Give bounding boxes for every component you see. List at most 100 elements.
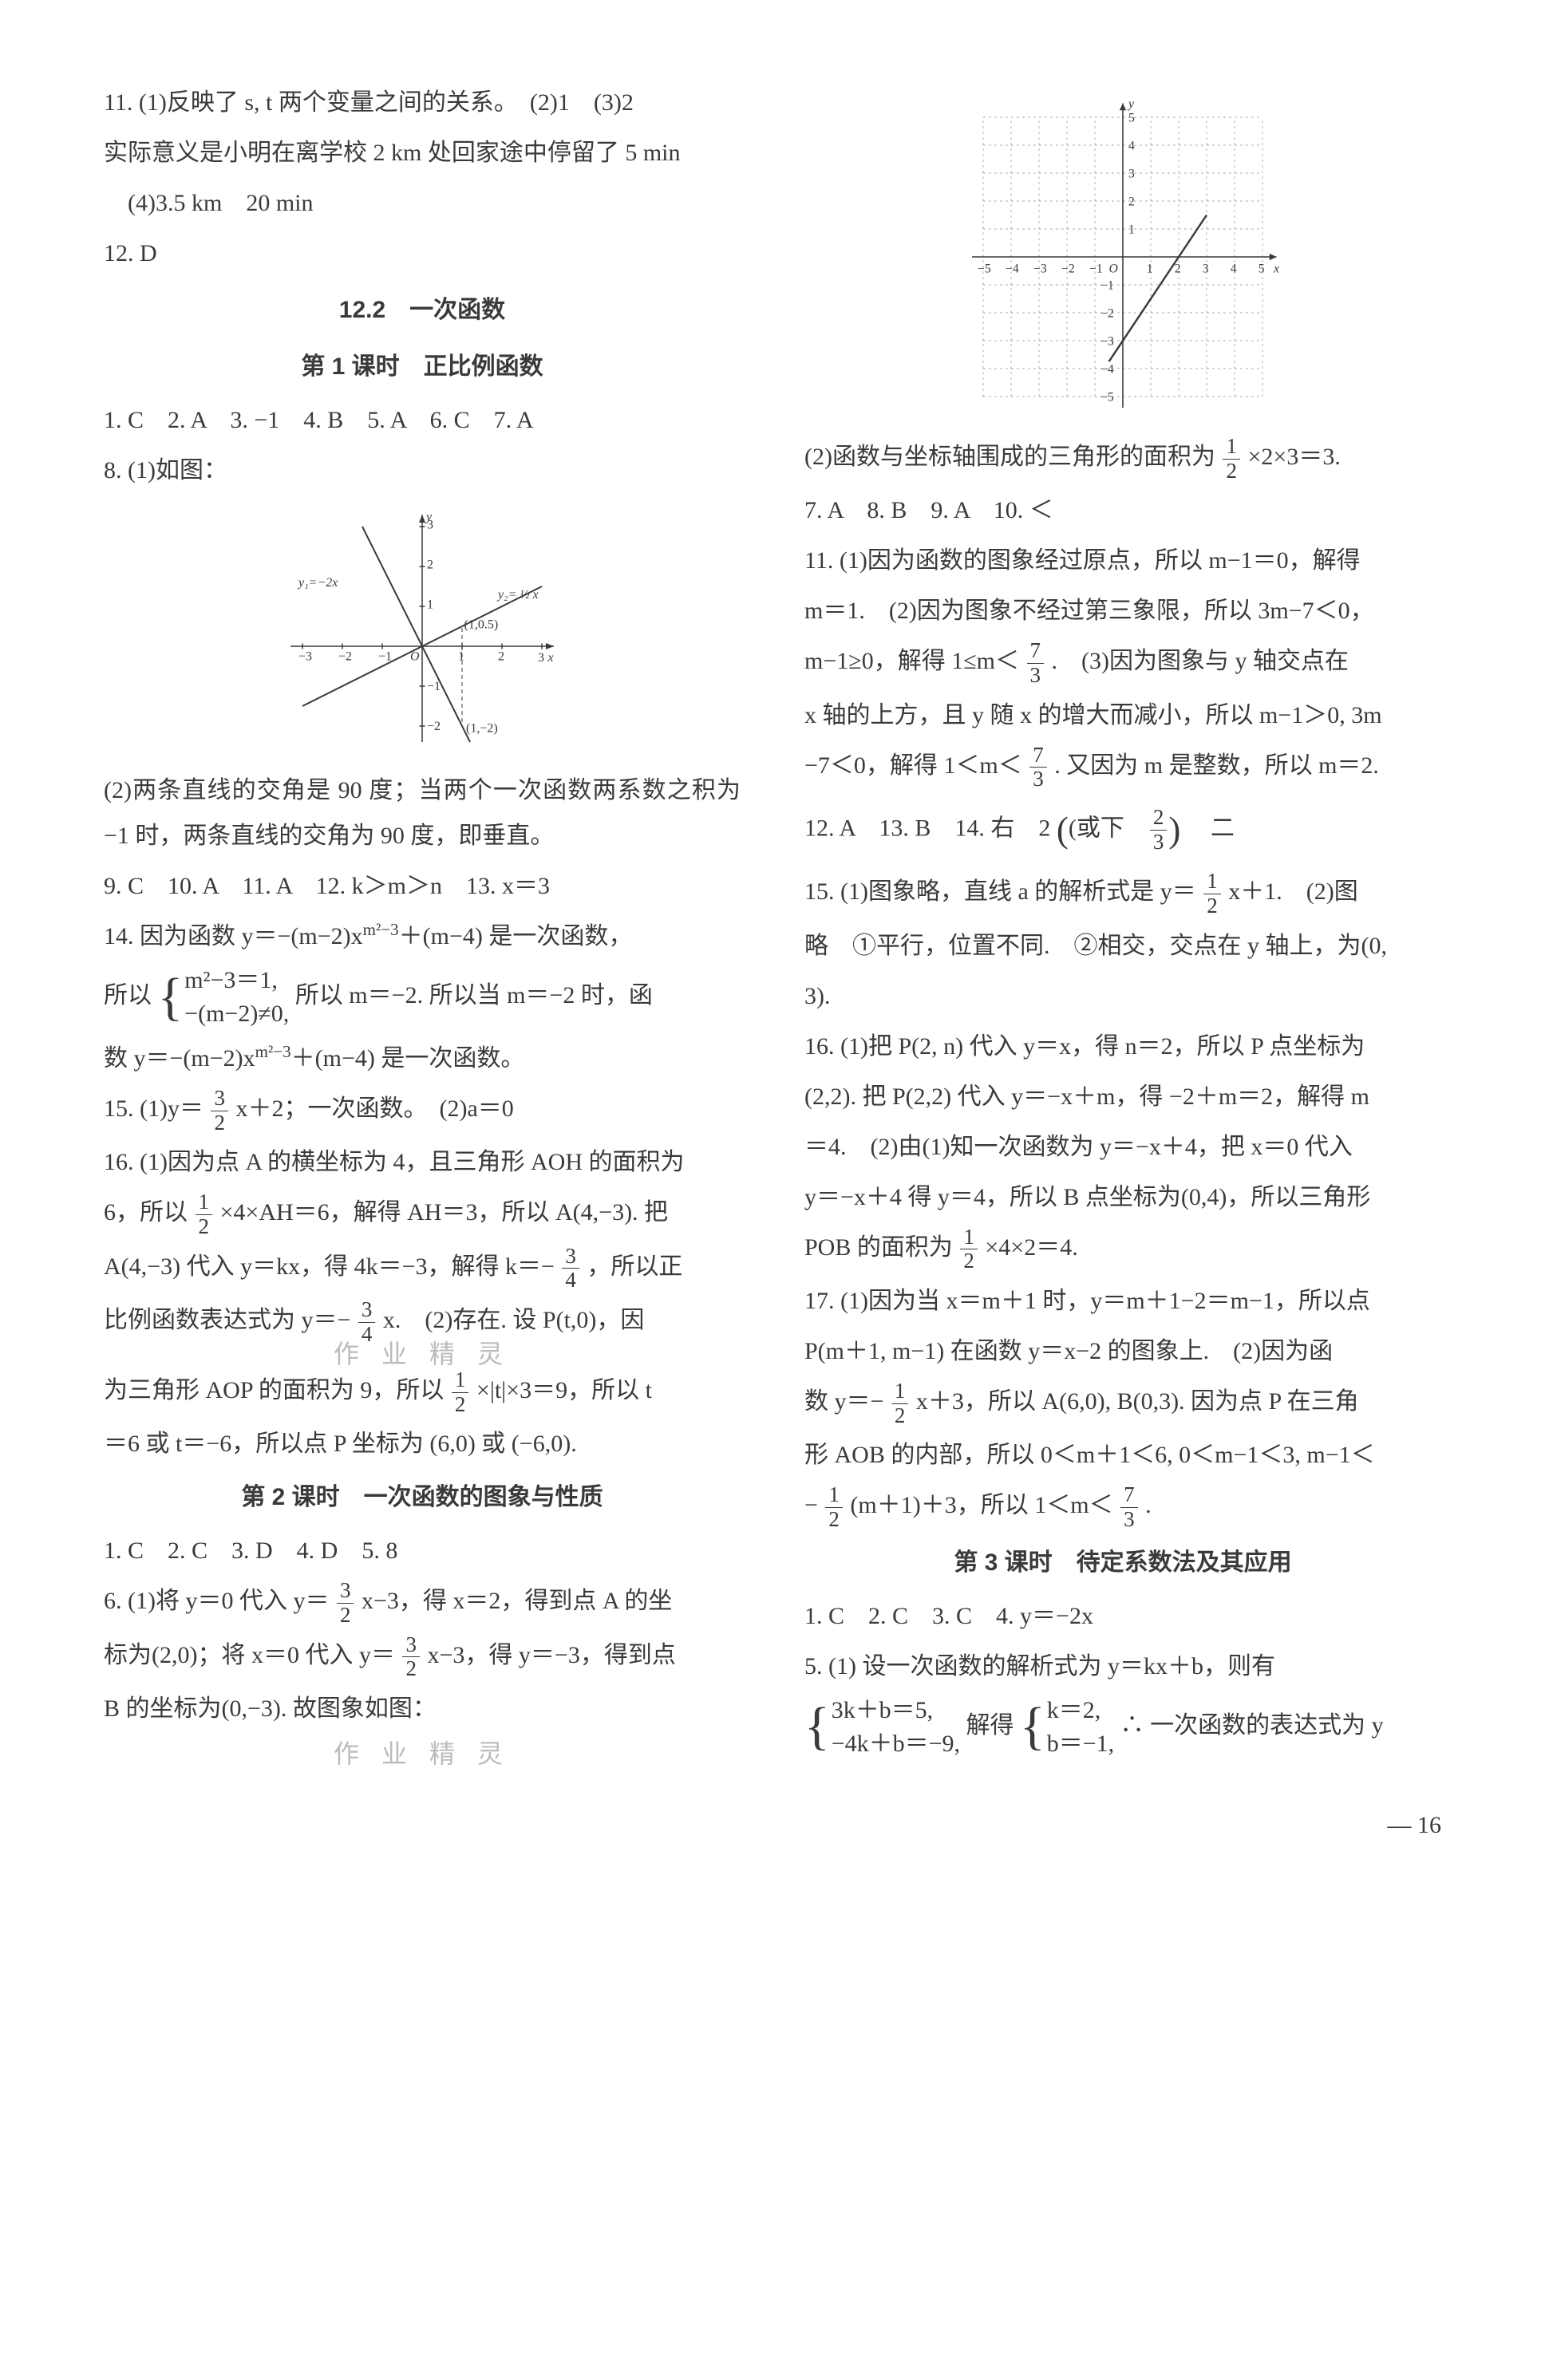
r11-5b: . 又因为 m 是整数，所以 m＝2. — [1054, 752, 1379, 779]
s2q6-2a: 标为(2,0)；将 x＝0 代入 y＝ — [104, 1642, 395, 1668]
svg-text:2: 2 — [1175, 262, 1181, 275]
q14-sup2: m²−3 — [255, 1042, 291, 1061]
q14-l3a: 数 y＝−(m−2)x — [104, 1045, 255, 1072]
frac-7-3-c: 73 — [1120, 1483, 1138, 1531]
s3-row1: 1. C 2. C 3. C 4. y＝−2x — [804, 1593, 1441, 1639]
paren-right-icon: ) — [1168, 810, 1180, 850]
svg-text:3: 3 — [1128, 167, 1135, 180]
q8-line2: (2)两条直线的交角是 90 度；当两个一次函数两系数之积为 −1 时，两条直线… — [104, 768, 741, 858]
frac-3-4-a: 34 — [562, 1245, 579, 1293]
q6-graph-svg: −5−4−3 −2−1 123 45 x 123 45 −1−2−3 −4−5 … — [947, 89, 1298, 424]
svg-text:−4: −4 — [1100, 362, 1114, 376]
r15-1a: 15. (1)图象略，直线 a 的解析式是 y＝ — [804, 878, 1196, 905]
frac-3-2-a: 32 — [211, 1087, 228, 1135]
q16-l2: 6，所以 12 ×4×AH＝6，解得 AH＝3，所以 A(4,−3). 把 — [104, 1190, 741, 1238]
svg-text:y₁=−2x: y₁=−2x — [297, 576, 338, 590]
q16-2b: ×4×AH＝6，解得 AH＝3，所以 A(4,−3). 把 — [220, 1199, 669, 1226]
r-q11-l4: x 轴的上方，且 y 随 x 的增大而减小，所以 m−1＞0, 3m — [804, 693, 1441, 738]
r12pp: (或下 — [1069, 815, 1148, 842]
r12b: 二 — [1187, 815, 1235, 842]
r-q17-l1: 17. (1)因为当 x＝m＋1 时，y＝m＋1−2＝m−1，所以点 — [804, 1278, 1441, 1324]
r17-3b: x＋3，所以 A(6,0), B(0,3). 因为点 P 在三角 — [916, 1388, 1359, 1415]
q15b: x＋2；一次函数。 (2)a＝0 — [235, 1095, 513, 1122]
s3b2b: b＝−1, — [1047, 1727, 1114, 1761]
q6-2a: (2)函数与坐标轴围成的三角形的面积为 — [804, 444, 1221, 470]
svg-text:−1: −1 — [427, 680, 441, 693]
frac-1-2-f: 12 — [891, 1379, 909, 1427]
r-q16-l5: POB 的面积为 12 ×4×2＝4. — [804, 1225, 1441, 1273]
q16-4b: x. (2)存在. 设 P(t,0)，因 — [383, 1307, 644, 1333]
r12a: 12. A 13. B 14. 右 2 — [804, 815, 1050, 842]
svg-text:−5: −5 — [978, 262, 991, 275]
q6-2b: ×2×3＝3. — [1247, 444, 1340, 470]
svg-text:−1: −1 — [1100, 278, 1114, 292]
q12: 12. D — [104, 231, 741, 276]
s2q6-1b: x−3，得 x＝2，得到点 A 的坐 — [362, 1588, 672, 1614]
watermark-2: 作 业 精 灵 — [104, 1730, 741, 1778]
r-q16-l2: (2,2). 把 P(2,2) 代入 y＝−x＋m，得 −2＋m＝2，解得 m — [804, 1074, 1441, 1119]
answers-row-9-13: 9. C 10. A 11. A 12. k＞m＞n 13. x＝3 — [104, 863, 741, 909]
svg-text:3: 3 — [538, 651, 544, 665]
q14-l3b: ＋(m−4) 是一次函数。 — [291, 1045, 525, 1072]
r-q17-l2: P(m＋1, m−1) 在函数 y＝x−2 的图象上. (2)因为函 — [804, 1328, 1441, 1374]
q16-l6: ＝6 或 t＝−6，所以点 P 坐标为 (6,0) 或 (−6,0). — [104, 1421, 741, 1466]
q16-l5: 为三角形 AOP 的面积为 9，所以 12 ×|t|×3＝9，所以 t — [104, 1368, 741, 1416]
left-column: 11. (1)反映了 s, t 两个变量之间的关系。 (2)1 (3)2 实际意… — [104, 80, 741, 1778]
s2q6-1a: 6. (1)将 y＝0 代入 y＝ — [104, 1588, 329, 1614]
q16-3a: A(4,−3) 代入 y＝kx，得 4k＝−3，解得 k＝− — [104, 1253, 555, 1280]
svg-text:(1,0.5): (1,0.5) — [464, 618, 499, 632]
svg-text:x: x — [1273, 262, 1279, 275]
r-q15-l1: 15. (1)图象略，直线 a 的解析式是 y＝ 12 x＋1. (2)图 — [804, 869, 1441, 918]
q11-part3: (4)3.5 km 20 min — [104, 180, 741, 226]
svg-text:O: O — [1109, 262, 1118, 275]
page-number: — 16 — [104, 1802, 1441, 1848]
svg-text:1: 1 — [1128, 223, 1135, 236]
r-q11-l2: m＝1. (2)因为图象不经过第三象限，所以 3m−7＜0， — [804, 588, 1441, 633]
s2-q6-l1: 6. (1)将 y＝0 代入 y＝ 32 x−3，得 x＝2，得到点 A 的坐 — [104, 1578, 741, 1627]
brace-left-icon-2: { — [804, 1708, 830, 1745]
r16-5b: ×4×2＝4. — [985, 1234, 1077, 1261]
q16-5b: ×|t|×3＝9，所以 t — [476, 1377, 652, 1403]
svg-text:−4: −4 — [1006, 262, 1019, 275]
s2q6-2b: x−3，得 y＝−3，得到点 — [427, 1642, 675, 1668]
svg-text:1: 1 — [458, 650, 464, 664]
q14-brace: { m²−3＝1, −(m−2)≠0, — [158, 964, 290, 1031]
svg-text:−2: −2 — [427, 720, 441, 733]
s2-q6-l2: 标为(2,0)；将 x＝0 代入 y＝ 32 x−3，得 y＝−3，得到点 — [104, 1632, 741, 1681]
svg-text:−1: −1 — [1089, 262, 1103, 275]
frac-1-2-b: 12 — [452, 1368, 469, 1416]
frac-1-2-g: 12 — [825, 1483, 843, 1531]
q16-5a: 为三角形 AOP 的面积为 9，所以 — [104, 1377, 450, 1403]
svg-text:4: 4 — [1231, 262, 1237, 275]
q14-line2: 所以 { m²−3＝1, −(m−2)≠0, 所以 m＝−2. 所以当 m＝−2… — [104, 964, 741, 1031]
q14-l1b: ＋(m−4) 是一次函数， — [399, 923, 633, 949]
answers-row-12-14: 12. A 13. B 14. 右 2 ((或下 23) 二 — [804, 796, 1441, 865]
q16-3b: ，所以正 — [587, 1253, 682, 1280]
s2-q6-l3: B 的坐标为(0,−3). 故图象如图： — [104, 1686, 741, 1731]
r-q11-l3: m−1≥0，解得 1≤m＜ 73 . (3)因为图象与 y 轴交点在 — [804, 638, 1441, 687]
svg-text:2: 2 — [498, 650, 504, 664]
r17-5a: − — [804, 1492, 818, 1518]
paren-left-icon: ( — [1057, 810, 1069, 850]
q6-graph: −5−4−3 −2−1 123 45 x 123 45 −1−2−3 −4−5 … — [804, 89, 1441, 424]
frac-3-4-b: 34 — [358, 1298, 376, 1346]
lesson-2-title: 第 2 课时 一次函数的图象与性质 — [104, 1474, 741, 1520]
svg-text:−3: −3 — [298, 650, 312, 664]
q16-l3: A(4,−3) 代入 y＝kx，得 4k＝−3，解得 k＝− 34 ，所以正 — [104, 1244, 741, 1293]
svg-text:O: O — [410, 650, 420, 664]
svg-text:(1,−2): (1,−2) — [466, 722, 498, 736]
svg-text:1: 1 — [1147, 262, 1153, 275]
frac-7-3-a: 73 — [1027, 639, 1045, 687]
r17-5c: . — [1145, 1492, 1152, 1518]
q8-graph: −3−2−1 123 x 123 −1−2 O y y₁=−2x y₂= ½ x… — [104, 503, 741, 758]
lesson-3-title: 第 3 课时 待定系数法及其应用 — [804, 1540, 1441, 1585]
r-q17-l3: 数 y＝− 12 x＋3，所以 A(6,0), B(0,3). 因为点 P 在三… — [804, 1379, 1441, 1427]
r-q11-l1: 11. (1)因为函数的图象经过原点，所以 m−1＝0，解得 — [804, 538, 1441, 583]
svg-text:3: 3 — [1203, 262, 1209, 275]
q14-sup1: m²−3 — [363, 920, 399, 939]
svg-text:−3: −3 — [1033, 262, 1047, 275]
q8-line1: 8. (1)如图： — [104, 448, 227, 493]
q8-graph-svg: −3−2−1 123 x 123 −1−2 O y y₁=−2x y₂= ½ x… — [279, 503, 566, 758]
svg-text:2: 2 — [427, 558, 433, 572]
svg-text:−2: −2 — [338, 650, 352, 664]
